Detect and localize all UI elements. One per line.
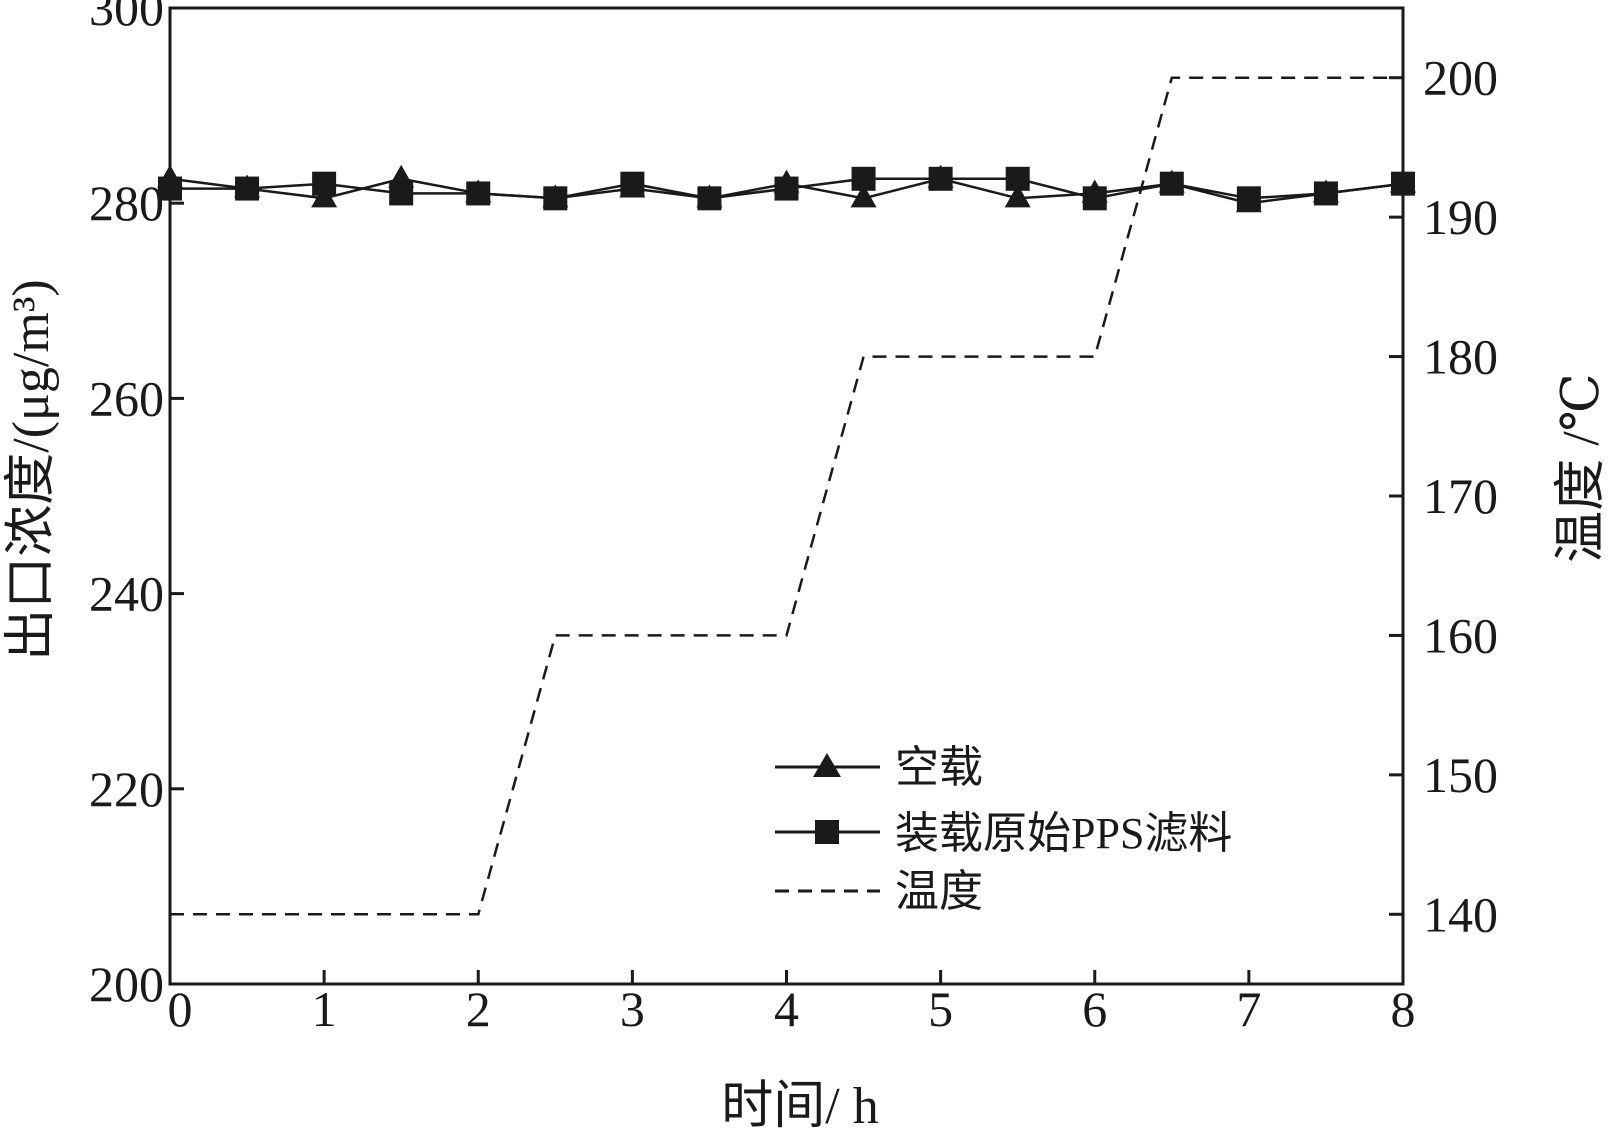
x-tick-label: 1 bbox=[312, 981, 337, 1037]
data-point-square bbox=[851, 166, 876, 191]
y2-tick-label: 180 bbox=[1423, 329, 1498, 385]
bottom-axis-ticks: 0 1 2 3 4 5 6 7 8 bbox=[168, 970, 1416, 1037]
x-tick-label: 8 bbox=[1391, 981, 1416, 1037]
y-tick-label: 220 bbox=[89, 761, 164, 817]
data-point-triangle bbox=[1004, 184, 1031, 208]
y-tick-label: 200 bbox=[89, 956, 164, 1012]
data-point-square bbox=[1391, 171, 1415, 196]
right-axis-ticks: 140 150 160 170 180 190 200 bbox=[1389, 50, 1498, 942]
data-point-square bbox=[697, 186, 722, 211]
data-point-square bbox=[1236, 186, 1261, 211]
data-point-triangle bbox=[850, 184, 877, 208]
legend-label-empty: 空载 bbox=[895, 743, 983, 792]
legend-item-empty: 空载 bbox=[775, 743, 983, 792]
legend-marker-triangle bbox=[813, 753, 841, 777]
y2-tick-label: 190 bbox=[1423, 189, 1498, 245]
x-tick-label: 6 bbox=[1082, 981, 1107, 1037]
x-tick-label: 5 bbox=[928, 981, 953, 1037]
y-tick-label: 300 bbox=[89, 0, 164, 36]
y2-tick-label: 160 bbox=[1423, 607, 1498, 663]
x-axis-title: 时间/ h bbox=[721, 1078, 878, 1135]
y-tick-label: 240 bbox=[89, 566, 164, 622]
legend: 空载 装载原始PPS滤料 温度 bbox=[775, 743, 1232, 916]
data-point-square bbox=[543, 186, 568, 211]
x-tick-label: 0 bbox=[168, 981, 193, 1037]
legend-marker-square bbox=[815, 820, 839, 844]
series-layer bbox=[157, 76, 1416, 916]
series-line-2 bbox=[170, 76, 1403, 916]
legend-label-pps: 装载原始PPS滤料 bbox=[895, 809, 1232, 858]
left-axis-ticks: 200 220 240 260 280 300 bbox=[89, 0, 184, 1012]
y2-tick-label: 140 bbox=[1423, 886, 1498, 942]
y2-tick-label: 150 bbox=[1423, 747, 1498, 803]
x-tick-label: 2 bbox=[466, 981, 491, 1037]
data-point-square bbox=[389, 181, 414, 206]
data-point-square bbox=[928, 166, 953, 191]
y-tick-label: 280 bbox=[89, 175, 164, 231]
data-point-square bbox=[1313, 181, 1338, 206]
legend-item-temperature: 温度 bbox=[775, 867, 983, 916]
data-point-square bbox=[1082, 186, 1107, 211]
legend-item-pps: 装载原始PPS滤料 bbox=[775, 809, 1232, 858]
y-axis-title: 出口浓度/(μg/m³) bbox=[3, 279, 60, 660]
y2-tick-label: 170 bbox=[1423, 468, 1498, 524]
data-point-square bbox=[1005, 166, 1030, 191]
data-point-square bbox=[466, 181, 491, 206]
data-point-square bbox=[235, 176, 260, 201]
data-point-square bbox=[1159, 171, 1184, 196]
y-tick-label: 260 bbox=[89, 370, 164, 426]
data-point-square bbox=[774, 176, 799, 201]
y2-axis-title: 温度 /℃ bbox=[1553, 373, 1610, 563]
x-tick-label: 7 bbox=[1236, 981, 1261, 1037]
data-point-square bbox=[620, 171, 645, 196]
x-tick-label: 4 bbox=[774, 981, 799, 1037]
legend-label-temperature: 温度 bbox=[895, 867, 983, 916]
data-point-square bbox=[158, 176, 182, 201]
y2-tick-label: 200 bbox=[1423, 50, 1498, 106]
data-point-square bbox=[312, 171, 337, 196]
data-point-triangle bbox=[311, 184, 338, 208]
x-tick-label: 3 bbox=[620, 981, 645, 1037]
